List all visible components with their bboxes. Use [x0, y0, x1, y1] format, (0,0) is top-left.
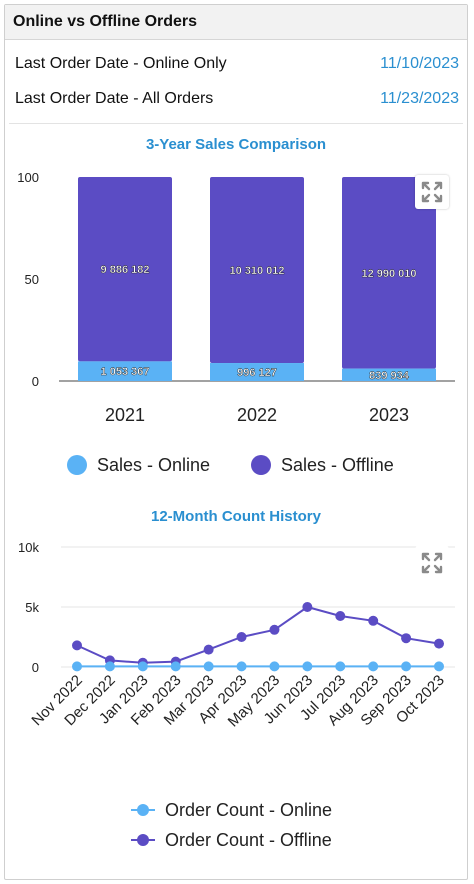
x-tick-label: 2021: [105, 405, 145, 425]
data-point[interactable]: [302, 661, 313, 672]
legend-label[interactable]: Sales - Online: [97, 455, 210, 475]
y-tick-label: 0: [32, 660, 39, 675]
data-point[interactable]: [72, 640, 82, 651]
data-point[interactable]: [434, 661, 444, 672]
info-row-all: Last Order Date - All Orders 11/23/2023: [15, 90, 459, 114]
bar-label-offline: 9 886 182: [101, 264, 150, 276]
info-value-all[interactable]: 11/23/2023: [380, 90, 459, 107]
y-tick-label: 100: [17, 170, 39, 185]
data-point[interactable]: [137, 661, 148, 672]
expand-arrows-icon: [421, 552, 443, 574]
data-point[interactable]: [368, 661, 379, 672]
info-value-online[interactable]: 11/10/2023: [380, 55, 459, 72]
bar-label-offline: 12 990 010: [361, 268, 416, 280]
orders-panel: Online vs Offline Orders Last Order Date…: [4, 4, 468, 880]
data-point[interactable]: [401, 661, 412, 672]
data-point[interactable]: [203, 644, 214, 655]
y-tick-label: 0: [32, 374, 39, 389]
data-point[interactable]: [434, 638, 444, 649]
bar-label-offline: 10 310 012: [229, 265, 284, 277]
data-point[interactable]: [236, 632, 247, 642]
data-point[interactable]: [401, 633, 412, 644]
y-tick-label: 5k: [25, 600, 39, 615]
bar-label-online: 996 127: [237, 367, 277, 379]
data-point[interactable]: [335, 661, 346, 672]
legend-marker[interactable]: [251, 455, 271, 475]
panel-title: Online vs Offline Orders: [13, 13, 198, 30]
panel-header: Online vs Offline Orders: [5, 5, 467, 40]
data-point[interactable]: [335, 611, 346, 621]
data-point[interactable]: [104, 661, 115, 672]
data-point[interactable]: [170, 661, 181, 672]
bar-offline[interactable]: [78, 177, 172, 362]
data-point[interactable]: [302, 602, 313, 612]
data-point[interactable]: [269, 661, 280, 672]
data-point[interactable]: [269, 624, 280, 635]
bar-label-online: 1 053 367: [101, 366, 150, 378]
y-tick-label: 50: [25, 272, 39, 287]
legend-label[interactable]: Order Count - Offline: [165, 830, 332, 850]
legend-label[interactable]: Order Count - Online: [165, 800, 332, 820]
bar-offline[interactable]: [342, 177, 436, 369]
expand-sales-chart-button[interactable]: [415, 175, 449, 209]
data-point[interactable]: [203, 661, 214, 672]
bar-online[interactable]: [78, 361, 172, 381]
y-tick-label: 10k: [18, 540, 39, 555]
legend-marker[interactable]: [137, 834, 149, 846]
data-point[interactable]: [368, 615, 379, 626]
legend-label[interactable]: Sales - Offline: [281, 455, 394, 475]
data-point[interactable]: [236, 661, 247, 672]
divider: [9, 123, 463, 124]
x-tick-label: 2023: [369, 405, 409, 425]
series-line: [76, 605, 440, 664]
info-label-online: Last Order Date - Online Only: [15, 55, 227, 72]
sales-chart-title: 3-Year Sales Comparison: [145, 136, 327, 153]
info-label-all: Last Order Date - All Orders: [15, 90, 214, 107]
legend-marker[interactable]: [137, 804, 149, 816]
info-row-online: Last Order Date - Online Only 11/10/2023: [15, 55, 459, 79]
bar-online[interactable]: [342, 368, 436, 381]
expand-count-chart-button[interactable]: [415, 546, 449, 580]
sales-bar-chart: 0 50 100 9 886 182 1 053 367 2021 10 310 012 99…: [17, 170, 455, 475]
count-chart-title: 12-Month Count History: [151, 508, 321, 525]
legend-marker[interactable]: [67, 455, 87, 475]
bar-offline[interactable]: [210, 177, 304, 364]
expand-arrows-icon: [421, 181, 443, 203]
bar-online[interactable]: [210, 363, 304, 381]
bar-label-online: 839 934: [369, 370, 410, 382]
x-tick-label: 2022: [237, 405, 277, 425]
data-point[interactable]: [72, 661, 82, 672]
